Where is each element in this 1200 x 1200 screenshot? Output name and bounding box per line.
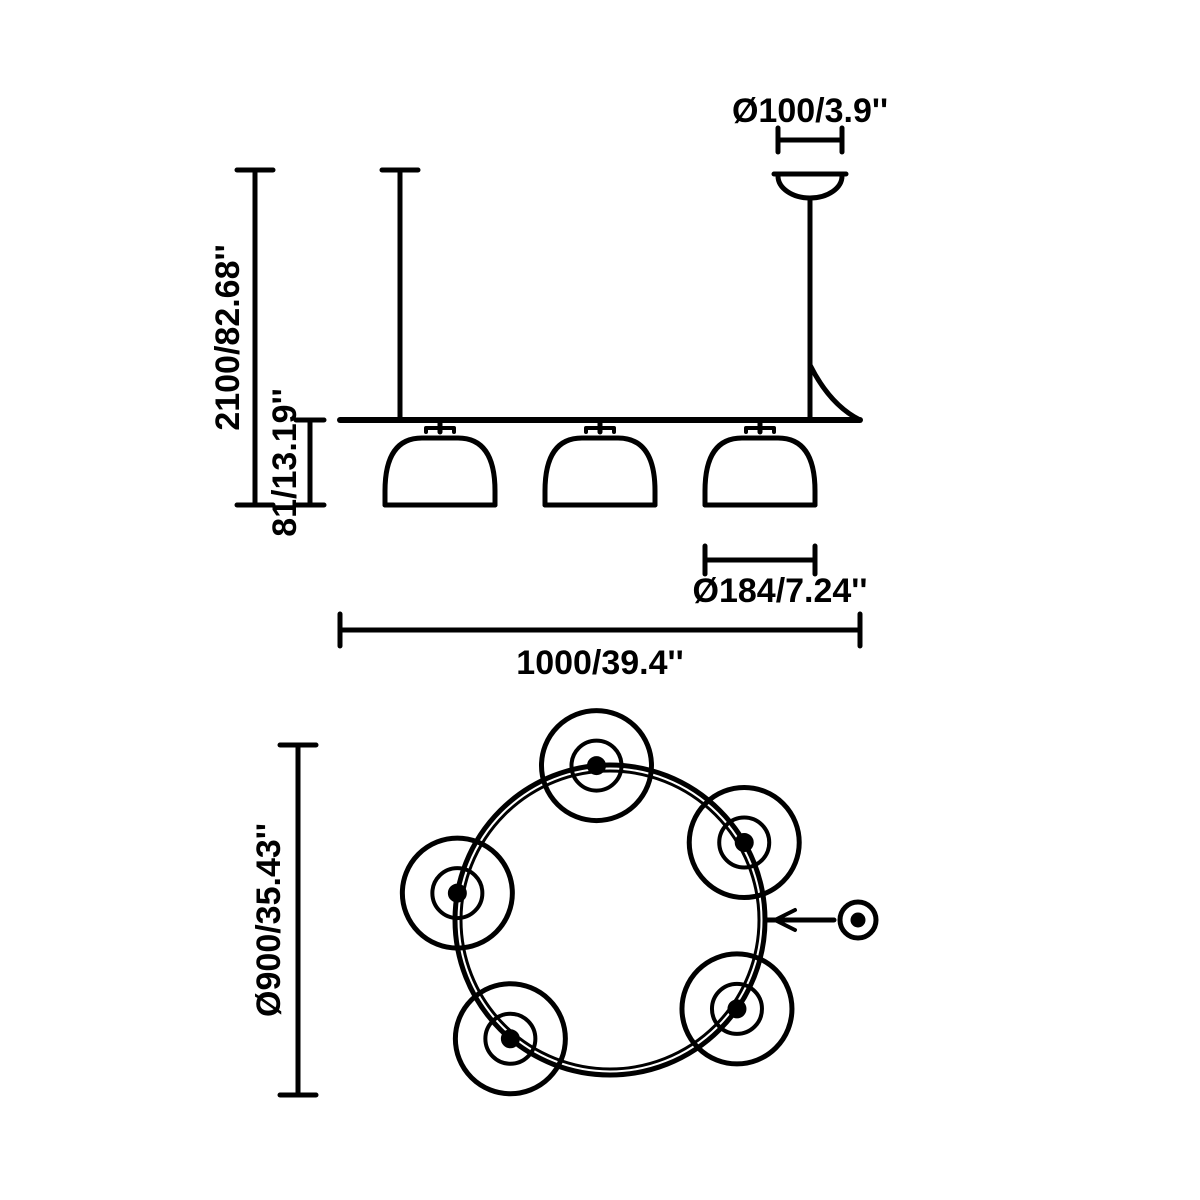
technical-drawing: 2100/82.68'' 81/13.19'' 1000/39.4'' Ø184/7.… bbox=[0, 0, 1200, 1200]
dim-total-height: 2100/82.68'' bbox=[209, 244, 247, 430]
dim-shade-height: 81/13.19'' bbox=[266, 388, 304, 537]
dim-shade-dia: Ø184/7.24'' bbox=[693, 572, 868, 610]
dim-ring-dia: Ø900/35.43'' bbox=[250, 823, 288, 1017]
dim-bar-width: 1000/39.4'' bbox=[516, 644, 683, 682]
dim-canopy: Ø100/3.9'' bbox=[732, 92, 888, 130]
